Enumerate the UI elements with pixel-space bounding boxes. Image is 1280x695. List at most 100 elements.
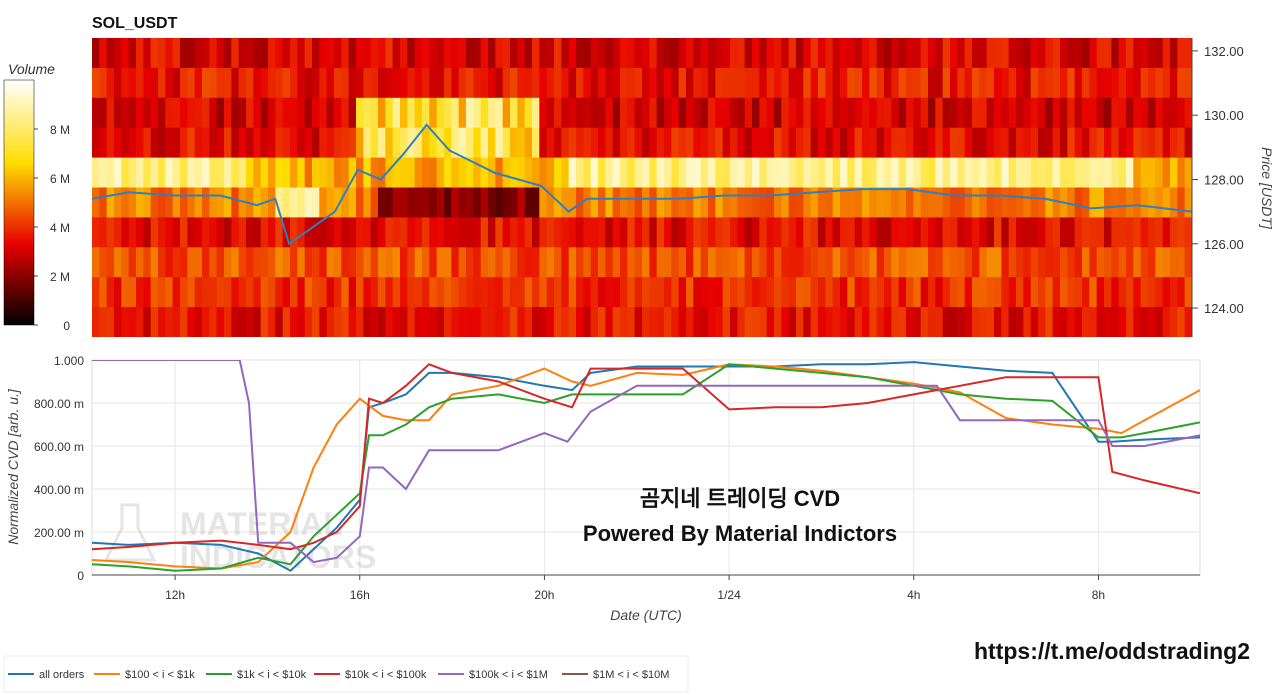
heatmap-cell: [231, 67, 240, 99]
legend-label: $1k < i < $10k: [237, 669, 307, 681]
heatmap-cell: [502, 157, 511, 189]
heatmap-cell: [297, 157, 306, 189]
heatmap-cell: [363, 67, 372, 99]
heatmap-cell: [598, 187, 606, 218]
heatmap-cell: [1126, 187, 1134, 218]
heatmap-cell: [715, 38, 724, 69]
heatmap-cell: [1118, 217, 1127, 248]
heatmap-cell: [950, 217, 958, 248]
heatmap-cell: [253, 277, 262, 308]
heatmap-cell: [1118, 97, 1127, 129]
legend-item[interactable]: all orders: [8, 669, 85, 681]
heatmap-cell: [414, 307, 423, 337]
cvd-y-axis-label: Normalized CVD [arb. u.]: [5, 388, 21, 545]
cvd-y-tick-label: 600.00 m: [34, 440, 84, 454]
heatmap-cell: [759, 187, 768, 218]
heatmap-cell: [429, 67, 438, 99]
heatmap-cell: [1096, 97, 1105, 129]
heatmap-cell: [649, 307, 658, 337]
heatmap-cell: [1177, 38, 1186, 69]
heatmap-cell: [400, 247, 408, 278]
heatmap-cell: [92, 38, 100, 69]
heatmap-cell: [128, 67, 137, 99]
heatmap-cell: [1060, 277, 1068, 308]
heatmap-cell: [150, 307, 159, 337]
heatmap-cell: [253, 157, 262, 189]
heatmap-cell: [979, 67, 988, 99]
heatmap-cell: [216, 247, 225, 278]
legend-label: $100 < i < $1k: [125, 669, 195, 681]
heatmap-cell: [700, 217, 709, 248]
heatmap-cell: [1016, 247, 1024, 278]
legend-item[interactable]: $100 < i < $1k: [94, 669, 195, 681]
heatmap-cell: [92, 67, 100, 99]
heatmap-cell: [994, 217, 1002, 248]
heatmap-cell: [708, 217, 716, 248]
heatmap-cell: [561, 127, 570, 159]
telegram-link[interactable]: https://t.me/oddstrading2: [974, 638, 1250, 664]
heatmap-cell: [737, 247, 746, 278]
colorbar-title: Volume: [8, 61, 55, 77]
heatmap-cell: [891, 247, 900, 278]
legend-label: $10k < i < $100k: [345, 669, 427, 681]
heatmap-cell: [715, 127, 724, 159]
legend-item[interactable]: $1M < i < $10M: [562, 669, 669, 681]
heatmap-cell: [216, 277, 225, 308]
heatmap-cell: [319, 307, 328, 337]
heatmap-cell: [282, 38, 291, 69]
heatmap-cell: [348, 157, 357, 189]
heatmap-cell: [290, 307, 298, 337]
heatmap-cell: [312, 127, 320, 159]
heatmap-cell: [1089, 187, 1098, 218]
heatmap-cell: [957, 157, 966, 189]
heatmap-cell: [297, 97, 306, 129]
heatmap-cell: [906, 67, 914, 99]
heatmap-cell: [942, 97, 951, 129]
heatmap-cell: [612, 67, 621, 99]
heatmap-cell: [348, 127, 357, 159]
heatmap-cell: [1140, 307, 1149, 337]
heatmap-cell: [473, 307, 482, 337]
heatmap-cell: [436, 157, 445, 189]
heatmap-cell: [348, 38, 357, 69]
heatmap-cell: [326, 67, 335, 99]
heatmap-cell: [282, 157, 291, 189]
heatmap-cell: [928, 67, 936, 99]
heatmap-cell: [928, 217, 936, 248]
heatmap-cell: [121, 187, 130, 218]
legend-item[interactable]: $100k < i < $1M: [438, 669, 548, 681]
heatmap-cell: [458, 187, 467, 218]
heatmap-cell: [385, 67, 394, 99]
heatmap-cell: [744, 38, 753, 69]
heatmap-cell: [862, 187, 870, 218]
heatmap-cell: [1038, 97, 1046, 129]
heatmap-cell: [766, 67, 775, 99]
legend-item[interactable]: $1k < i < $10k: [206, 669, 307, 681]
heatmap-cell: [356, 247, 364, 278]
heatmap-cell: [854, 187, 863, 218]
heatmap-cell: [576, 217, 584, 248]
heatmap-cell: [759, 247, 768, 278]
heatmap-cell: [686, 157, 694, 189]
colorbar-tick-label: 4 M: [50, 221, 70, 235]
heatmap-cell: [106, 307, 115, 337]
legend-item[interactable]: $10k < i < $100k: [314, 669, 427, 681]
heatmap-cell: [627, 97, 636, 129]
heatmap-cell: [744, 67, 753, 99]
heatmap-cell: [1155, 127, 1164, 159]
heatmap-cell: [268, 277, 276, 308]
heatmap-cell: [972, 157, 980, 189]
heatmap-cell: [334, 187, 342, 218]
heatmap-cell: [627, 38, 636, 69]
heatmap-cell: [1030, 187, 1039, 218]
heatmap-cell: [319, 277, 328, 308]
heatmap-cell: [752, 127, 760, 159]
heatmap-cell: [642, 157, 650, 189]
heatmap-cell: [158, 67, 166, 99]
heatmap-cell: [1184, 187, 1192, 218]
heatmap-cell: [392, 247, 401, 278]
heatmap-cell: [957, 187, 966, 218]
heatmap-cell: [1170, 67, 1178, 99]
heatmap-cell: [1001, 247, 1010, 278]
heatmap-cell: [1052, 127, 1061, 159]
